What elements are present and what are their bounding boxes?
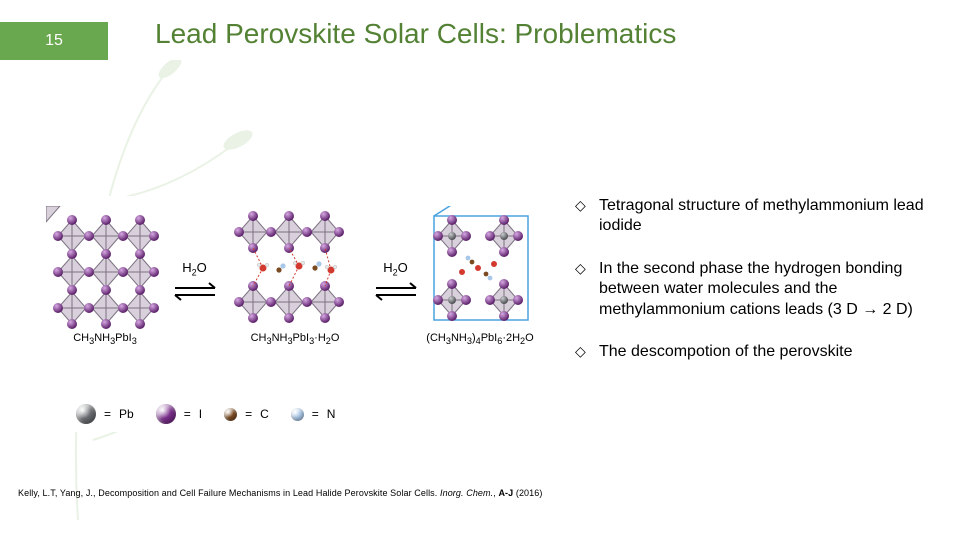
slide: 15 Lead Perovskite Solar Cells: Problema… (0, 0, 960, 540)
sphere-pb (76, 404, 96, 424)
bullet-item: ◇ In the second phase the hydrogen bondi… (575, 259, 927, 320)
page-number: 15 (45, 32, 63, 50)
structure-2d: (CH3NH3)4PbI6·2H2O (426, 206, 534, 356)
legend-label: I (199, 407, 202, 421)
bullet-list: ◇ Tetragonal structure of methylammonium… (575, 196, 927, 385)
bullet-text: Tetragonal structure of methylammonium l… (599, 196, 927, 237)
structure-intermediate: CH3NH3PbI3·H2O (225, 206, 365, 356)
sphere-i (156, 404, 176, 424)
reaction-diagram: CH3NH3PbI3 H2O (46, 196, 534, 432)
structure-3d: CH3NH3PbI3 (46, 206, 164, 356)
legend-i: =I (156, 404, 202, 424)
slide-title: Lead Perovskite Solar Cells: Problematic… (155, 18, 676, 50)
legend-label: C (260, 407, 269, 421)
structures-row: CH3NH3PbI3 H2O (46, 204, 534, 358)
equilibrium-arrow-2: H2O (372, 260, 420, 302)
legend-n: =N (291, 407, 336, 421)
legend-label: N (327, 407, 336, 421)
legend: =Pb =I =C =N (76, 404, 335, 424)
structure-label-1: CH3NH3PbI3 (73, 332, 137, 346)
structure-label-3: (CH3NH3)4PbI6·2H2O (426, 332, 533, 346)
diamond-bullet-icon: ◇ (575, 342, 589, 362)
bullet-item: ◇ The descompotion of the perovskite (575, 342, 927, 362)
equilibrium-arrow-1: H2O (171, 260, 219, 302)
page-number-box: 15 (0, 22, 108, 60)
diamond-bullet-icon: ◇ (575, 196, 589, 237)
h2o-label: H2O (182, 260, 207, 278)
structure-label-2: CH3NH3PbI3·H2O (251, 332, 340, 346)
legend-pb: =Pb (76, 404, 134, 424)
sphere-n (291, 408, 304, 421)
bullet-text: In the second phase the hydrogen bonding… (599, 259, 927, 320)
sphere-c (224, 408, 237, 421)
bullet-text: The descompotion of the perovskite (599, 342, 852, 362)
h2o-label: H2O (383, 260, 408, 278)
legend-c: =C (224, 407, 269, 421)
citation: Kelly, L.T, Yang, J., Decomposition and … (18, 488, 542, 498)
legend-label: Pb (119, 407, 134, 421)
bullet-item: ◇ Tetragonal structure of methylammonium… (575, 196, 927, 237)
diamond-bullet-icon: ◇ (575, 259, 589, 320)
